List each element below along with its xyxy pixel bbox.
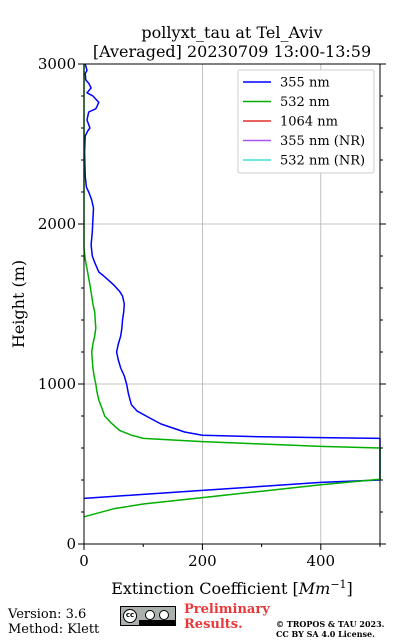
series-line [83, 63, 381, 500]
badge-strip [139, 620, 175, 625]
y-tick-label: 2000 [38, 215, 76, 233]
copyright-notice: © TROPOS & TAU 2023. CC BY SA 4.0 Licens… [276, 619, 384, 639]
by-attribution-icon [145, 610, 155, 620]
series-line [83, 64, 381, 518]
legend-label: 355 nm [280, 76, 330, 91]
preliminary-line2: Results. [184, 617, 243, 632]
share-alike-icon [159, 610, 169, 620]
x-tick-labels: 0 200 400 [79, 552, 335, 570]
legend-label: 1064 nm [280, 115, 338, 130]
y-tick-label: 3000 [38, 55, 76, 73]
y-tick-labels: 0 1000 2000 3000 [38, 55, 76, 553]
cc-logo-icon: cc [123, 609, 137, 623]
version-text: Version: 3.6 [8, 607, 87, 622]
legend-box [237, 69, 375, 174]
x-tick-label: 400 [306, 552, 335, 570]
preliminary-results-notice: Preliminary Results. [184, 602, 270, 632]
legend: 355 nm 532 nm 1064 nm 355 nm (NR) 532 nm (NR… [237, 69, 375, 174]
legend-label: 355 nm (NR) [280, 134, 365, 149]
x-axis-label: Extinction Coefficient [Mm−1] [111, 578, 353, 598]
x-tick-label: 0 [79, 552, 89, 570]
legend-label: 532 nm [280, 95, 330, 110]
y-axis-label: Height (m) [9, 260, 28, 348]
plot-area-frame [83, 63, 381, 545]
cc-license-badge-icon: cc [120, 606, 176, 626]
data-series [83, 63, 381, 518]
method-text: Method: Klett [8, 622, 100, 637]
chart-title-line1: pollyxt_tau at Tel_Aviv [141, 23, 322, 42]
chart-title-line2: [Averaged] 20230709 13:00-13:59 [93, 42, 371, 61]
x-tick-label: 200 [188, 552, 217, 570]
y-tick-label: 1000 [38, 375, 76, 393]
copyright-line2: CC BY SA 4.0 License. [276, 629, 375, 639]
y-tick-label: 0 [66, 535, 76, 553]
axis-ticks [78, 63, 386, 550]
preliminary-line1: Preliminary [184, 602, 270, 617]
copyright-line1: © TROPOS & TAU 2023. [276, 619, 385, 629]
legend-label: 532 nm (NR) [280, 154, 365, 169]
